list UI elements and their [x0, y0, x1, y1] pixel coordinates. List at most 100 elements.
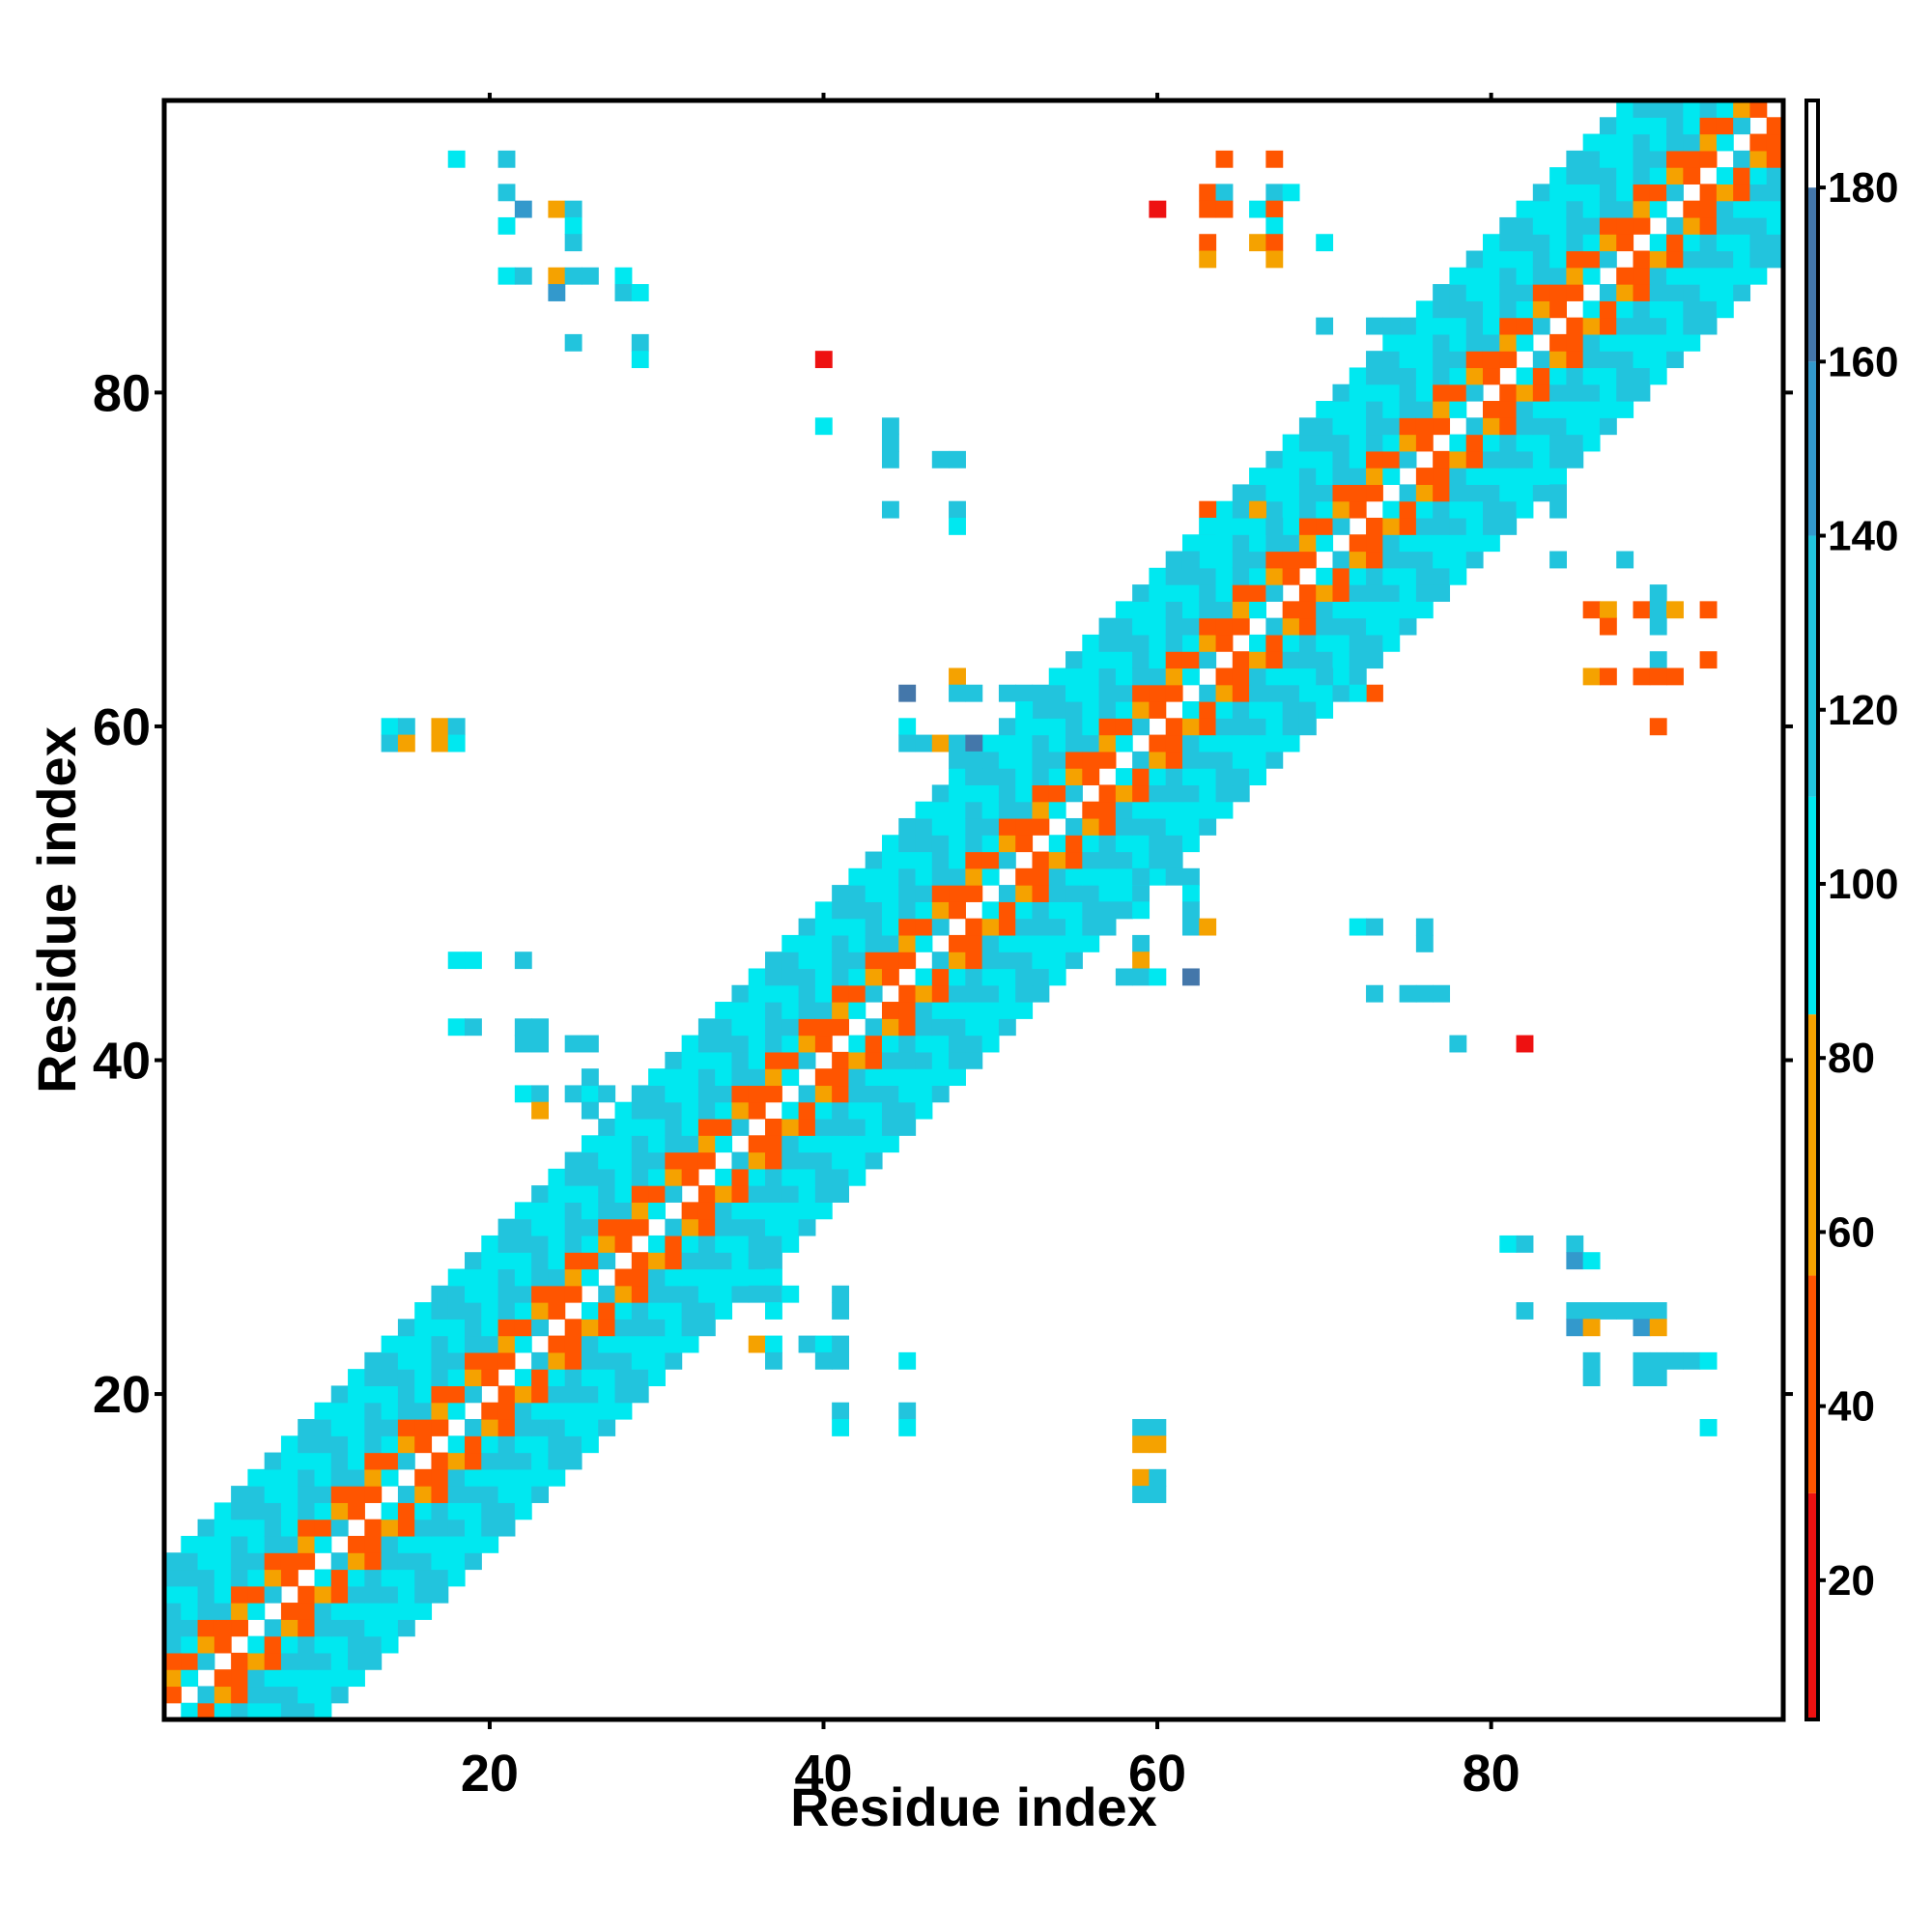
heatmap-cell [931, 1085, 950, 1103]
heatmap-cell [447, 1335, 466, 1353]
heatmap-cell [1749, 250, 1768, 269]
heatmap-cell [1165, 668, 1183, 686]
heatmap-cell [1482, 517, 1500, 535]
heatmap-cell [1165, 801, 1183, 819]
heatmap-cell [1482, 333, 1500, 352]
heatmap-cell [1433, 417, 1451, 436]
heatmap-cell [648, 1252, 666, 1270]
heatmap-cell [881, 918, 899, 936]
heatmap-cell [531, 1035, 549, 1053]
heatmap-cell [330, 1585, 349, 1604]
heatmap-cell [330, 1402, 349, 1420]
heatmap-cell [298, 1535, 316, 1553]
heatmap-cell [881, 1101, 899, 1120]
heatmap-cell [614, 1369, 633, 1387]
heatmap-cell [1566, 200, 1584, 218]
heatmap-cell [631, 1335, 649, 1353]
heatmap-cell [998, 1018, 1016, 1037]
heatmap-cell [832, 1068, 850, 1087]
heatmap-cell [481, 1285, 499, 1303]
heatmap-cell [881, 952, 899, 970]
heatmap-cell [898, 952, 917, 970]
heatmap-cell [497, 1285, 516, 1303]
heatmap-cell [164, 1619, 182, 1637]
heatmap-cell [1399, 317, 1417, 335]
heatmap-cell [965, 684, 983, 702]
heatmap-cell [1048, 835, 1066, 853]
heatmap-cell [1499, 300, 1518, 319]
heatmap-cell [1149, 801, 1167, 819]
heatmap-cell [598, 1135, 616, 1153]
heatmap-cell [581, 1369, 599, 1387]
heatmap-cell [1249, 534, 1266, 553]
heatmap-cell [798, 1101, 816, 1120]
heatmap-cell [364, 1351, 383, 1370]
heatmap-cell [765, 1035, 782, 1053]
heatmap-cell [348, 1402, 365, 1420]
heatmap-cell [1215, 684, 1234, 702]
heatmap-cell [1382, 500, 1401, 519]
heatmap-cell [447, 1302, 466, 1320]
heatmap-cell [1132, 617, 1151, 636]
heatmap-cell [1716, 284, 1734, 301]
heatmap-cell [1249, 468, 1266, 485]
heatmap-cell [564, 1218, 582, 1236]
heatmap-cell [447, 1369, 466, 1387]
heatmap-cell [697, 1018, 716, 1037]
heatmap-cell [1181, 617, 1200, 636]
heatmap-cell [1582, 601, 1601, 619]
heatmap-cell [1199, 768, 1217, 786]
heatmap-cell [1382, 450, 1401, 469]
heatmap-cell [298, 1635, 316, 1654]
heatmap-cell [881, 901, 899, 920]
heatmap-cell [1582, 150, 1601, 168]
heatmap-cell [1716, 200, 1734, 218]
heatmap-cell [1616, 167, 1634, 185]
heatmap-cell [381, 1502, 399, 1520]
heatmap-cell [1132, 784, 1151, 803]
heatmap-cell [697, 1135, 716, 1153]
heatmap-cell [1749, 184, 1768, 202]
heatmap-cell [1549, 200, 1567, 218]
heatmap-cell [1549, 384, 1567, 402]
heatmap-cell [314, 1702, 332, 1720]
heatmap-cell [298, 1669, 316, 1688]
heatmap-cell [865, 1068, 883, 1087]
heatmap-cell [481, 1369, 499, 1387]
heatmap-cell [364, 1519, 383, 1537]
heatmap-cell [481, 1302, 499, 1320]
heatmap-cell [1132, 684, 1151, 702]
heatmap-cell [1499, 401, 1518, 418]
heatmap-cell [1399, 500, 1417, 519]
heatmap-cell [814, 918, 833, 936]
heatmap-cell [1582, 401, 1601, 418]
heatmap-cell [631, 1218, 649, 1236]
heatmap-cell [314, 1519, 332, 1537]
heatmap-cell [949, 768, 966, 786]
heatmap-cell [798, 1035, 816, 1053]
heatmap-cell [1149, 968, 1167, 986]
heatmap-cell [548, 1252, 566, 1270]
heatmap-cell [1181, 668, 1200, 686]
heatmap-cell [765, 1051, 782, 1069]
heatmap-cell [814, 934, 833, 952]
heatmap-cell [364, 1418, 383, 1436]
y-tick-label: 40 [93, 1033, 151, 1091]
heatmap-cell [1165, 851, 1183, 869]
heatmap-cell [280, 1468, 298, 1487]
heatmap-cell [1415, 918, 1434, 936]
heatmap-cell [1633, 150, 1651, 168]
heatmap-cell [848, 1135, 867, 1153]
heatmap-cell [1666, 250, 1684, 269]
heatmap-cell [814, 1151, 833, 1170]
heatmap-cell [1316, 484, 1334, 502]
heatmap-cell [1165, 867, 1183, 886]
heatmap-cell [1582, 333, 1601, 352]
heatmap-cell [765, 1218, 782, 1236]
heatmap-cell [1298, 534, 1317, 553]
heatmap-cell [1316, 584, 1334, 602]
heatmap-cell [648, 1101, 666, 1120]
heatmap-cell [1699, 117, 1718, 135]
heatmap-cell [949, 784, 966, 803]
heatmap-cell [364, 1385, 383, 1404]
